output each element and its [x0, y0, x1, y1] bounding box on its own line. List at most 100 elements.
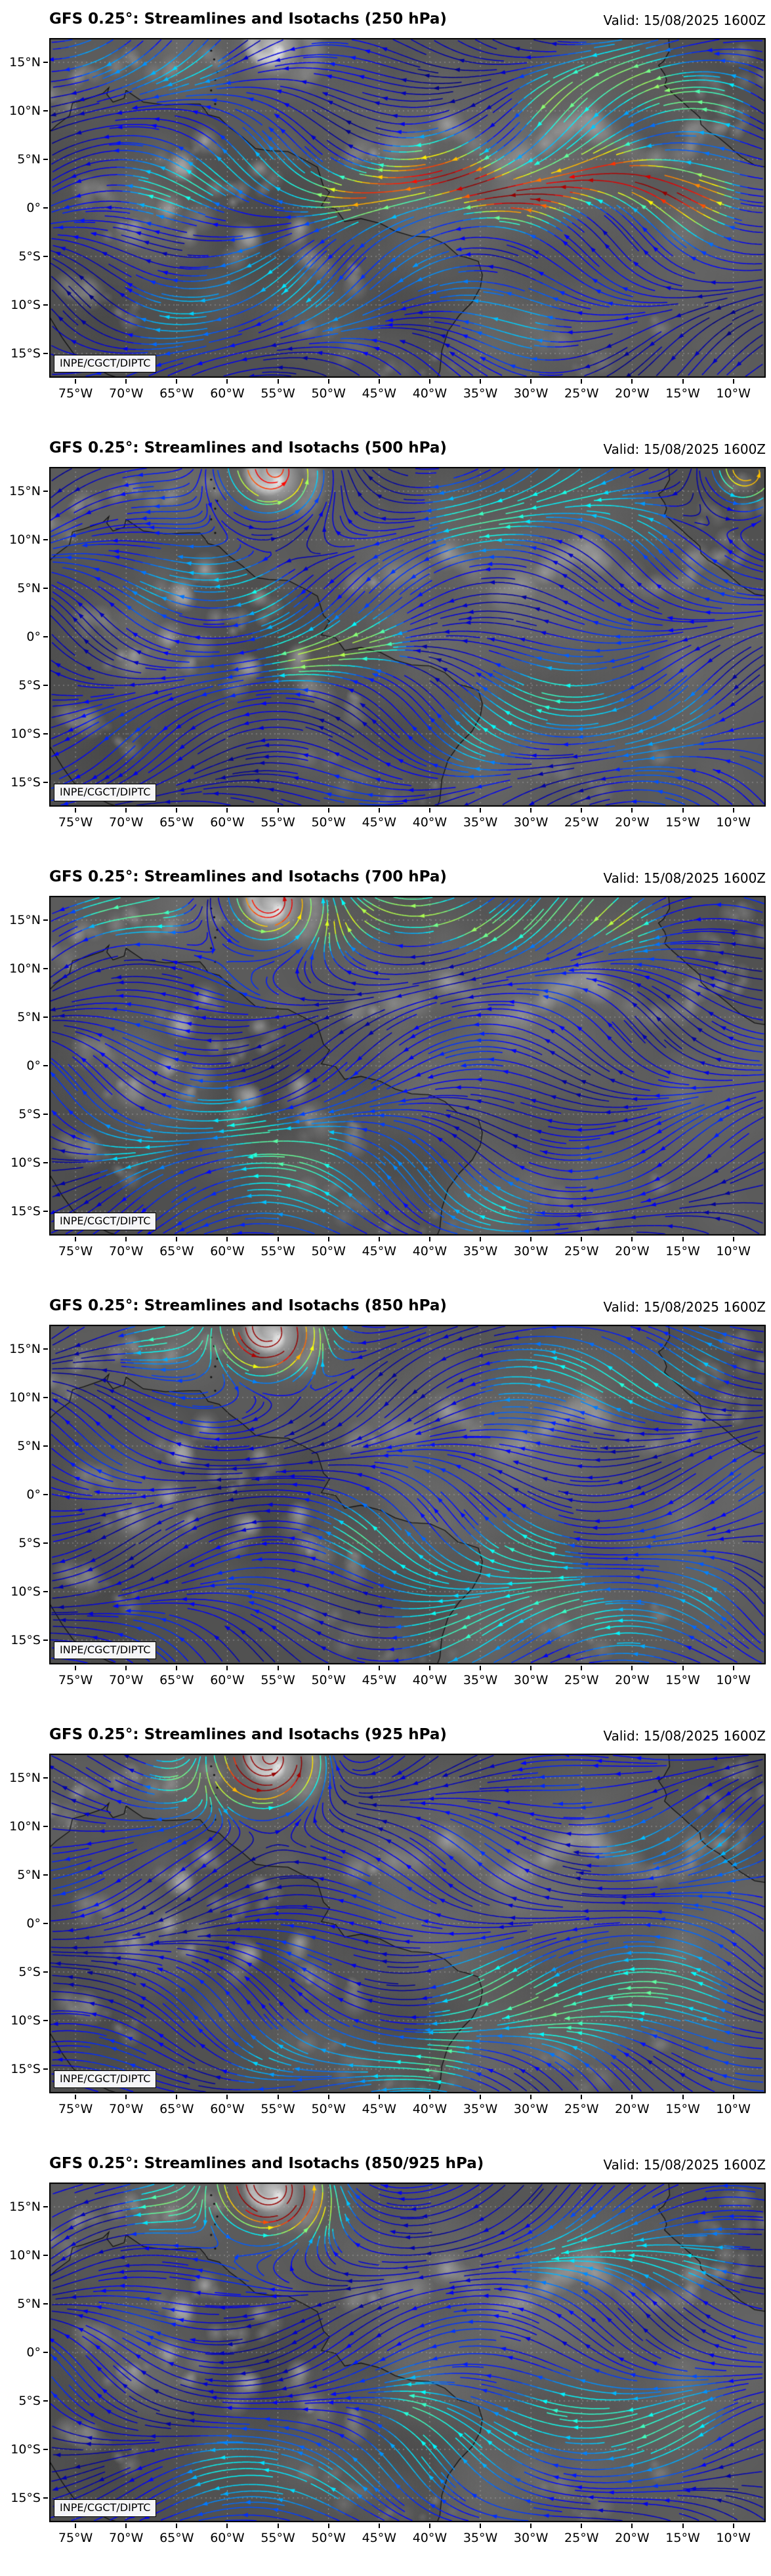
- lon-tick-label: 55°W: [260, 815, 295, 830]
- panel-title: GFS 0.25°: Streamlines and Isotachs (850…: [49, 1297, 447, 1314]
- map-frame: INPE/CGCT/DIPTC: [49, 1325, 766, 1664]
- lon-tick-label: 75°W: [58, 2531, 93, 2545]
- lon-tick-label: 25°W: [564, 815, 599, 830]
- lon-tick-mark: [530, 1237, 532, 1241]
- lon-tick-label: 70°W: [108, 2102, 144, 2116]
- valid-timestamp: Valid: 15/08/2025 1600Z: [603, 12, 766, 28]
- lat-tick-mark: [43, 2020, 48, 2021]
- lon-tick-label: 55°W: [260, 1673, 295, 1687]
- lon-tick-mark: [327, 2524, 329, 2528]
- map-frame: INPE/CGCT/DIPTC: [49, 467, 766, 807]
- lon-tick-label: 15°W: [665, 1244, 700, 1258]
- lon-tick-mark: [732, 808, 734, 813]
- lat-tick-mark: [43, 782, 48, 783]
- lon-tick-mark: [581, 2524, 583, 2528]
- lat-tick-label: 10°S: [10, 298, 41, 312]
- lon-tick-label: 70°W: [108, 386, 144, 401]
- lon-tick-label: 40°W: [412, 815, 448, 830]
- valid-timestamp: Valid: 15/08/2025 1600Z: [603, 2157, 766, 2173]
- panel-title: GFS 0.25°: Streamlines and Isotachs (250…: [49, 10, 447, 28]
- lon-tick-label: 15°W: [665, 2102, 700, 2116]
- lat-tick-label: 15°N: [9, 1342, 41, 1356]
- lon-tick-mark: [480, 379, 482, 384]
- lon-tick-label: 25°W: [564, 1673, 599, 1687]
- streamline-map-canvas: [49, 896, 766, 1236]
- lon-tick-mark: [125, 808, 127, 813]
- lon-tick-mark: [277, 379, 279, 384]
- lon-tick-mark: [631, 2524, 633, 2528]
- lon-tick-label: 30°W: [513, 815, 549, 830]
- lat-tick-mark: [43, 2449, 48, 2450]
- lon-tick-label: 50°W: [311, 1673, 346, 1687]
- lon-tick-label: 40°W: [412, 386, 448, 401]
- lon-tick-label: 35°W: [463, 1244, 498, 1258]
- lon-tick-label: 55°W: [260, 2102, 295, 2116]
- lon-tick-mark: [226, 1666, 228, 1670]
- lat-tick-label: 10°N: [9, 533, 41, 547]
- lon-tick-label: 30°W: [513, 1244, 549, 1258]
- lon-tick-label: 55°W: [260, 1244, 295, 1258]
- lon-tick-mark: [327, 379, 329, 384]
- lon-tick-mark: [125, 379, 127, 384]
- lon-tick-label: 50°W: [311, 2102, 346, 2116]
- lat-tick-mark: [43, 2255, 48, 2256]
- lat-tick-label: 5°S: [18, 2394, 41, 2408]
- lon-tick-mark: [125, 2095, 127, 2099]
- lat-tick-mark: [43, 1445, 48, 1447]
- lon-tick-mark: [682, 808, 684, 813]
- lat-tick-label: 10°S: [10, 727, 41, 741]
- lon-tick-label: 65°W: [159, 2102, 194, 2116]
- map-frame: INPE/CGCT/DIPTC: [49, 1754, 766, 2093]
- lon-tick-label: 10°W: [716, 2102, 751, 2116]
- lon-tick-label: 65°W: [159, 386, 194, 401]
- lat-tick-label: 0°: [26, 201, 41, 215]
- lat-tick-label: 15°N: [9, 55, 41, 70]
- lon-tick-label: 45°W: [362, 1673, 397, 1687]
- watermark-label: INPE/CGCT/DIPTC: [54, 2499, 157, 2517]
- lon-tick-mark: [732, 1237, 734, 1241]
- lon-tick-label: 20°W: [615, 386, 650, 401]
- lon-tick-mark: [125, 2524, 127, 2528]
- lon-tick-label: 30°W: [513, 2102, 549, 2116]
- lon-tick-label: 15°W: [665, 2531, 700, 2545]
- lat-tick-label: 0°: [26, 1487, 41, 1502]
- lat-tick-mark: [43, 1016, 48, 1018]
- lat-tick-mark: [43, 733, 48, 735]
- lat-tick-label: 10°S: [10, 1584, 41, 1599]
- lon-tick-mark: [428, 2095, 430, 2099]
- lon-tick-label: 75°W: [58, 2102, 93, 2116]
- lon-tick-mark: [581, 1666, 583, 1670]
- panel-title: GFS 0.25°: Streamlines and Isotachs (850…: [49, 2155, 484, 2172]
- lon-tick-label: 75°W: [58, 815, 93, 830]
- lat-tick-label: 15°S: [10, 1633, 41, 1647]
- lat-tick-mark: [43, 1211, 48, 1212]
- lon-tick-mark: [125, 1237, 127, 1241]
- lon-tick-mark: [581, 1237, 583, 1241]
- lat-tick-label: 5°S: [18, 678, 41, 693]
- lon-tick-mark: [176, 808, 178, 813]
- lat-tick-mark: [43, 1397, 48, 1398]
- panel-title: GFS 0.25°: Streamlines and Isotachs (925…: [49, 1726, 447, 1743]
- lat-tick-mark: [43, 1923, 48, 1924]
- lat-tick-mark: [43, 159, 48, 160]
- lat-tick-label: 10°N: [9, 961, 41, 976]
- lat-tick-mark: [43, 2352, 48, 2353]
- lon-tick-label: 20°W: [615, 1673, 650, 1687]
- lat-tick-mark: [43, 1591, 48, 1592]
- valid-timestamp: Valid: 15/08/2025 1600Z: [603, 1299, 766, 1315]
- lon-tick-label: 35°W: [463, 1673, 498, 1687]
- watermark-label: INPE/CGCT/DIPTC: [54, 784, 157, 801]
- lat-tick-label: 10°N: [9, 2248, 41, 2263]
- lon-tick-label: 40°W: [412, 2531, 448, 2545]
- lon-tick-label: 55°W: [260, 386, 295, 401]
- lon-tick-mark: [176, 2095, 178, 2099]
- lat-tick-mark: [43, 304, 48, 306]
- lon-tick-mark: [277, 1666, 279, 1670]
- lat-tick-label: 15°N: [9, 484, 41, 498]
- lon-tick-mark: [75, 1666, 77, 1670]
- lat-tick-label: 5°S: [18, 1107, 41, 1121]
- lat-tick-mark: [43, 1971, 48, 1973]
- lon-tick-label: 60°W: [210, 2102, 245, 2116]
- lon-tick-label: 70°W: [108, 2531, 144, 2545]
- lon-tick-label: 60°W: [210, 1244, 245, 1258]
